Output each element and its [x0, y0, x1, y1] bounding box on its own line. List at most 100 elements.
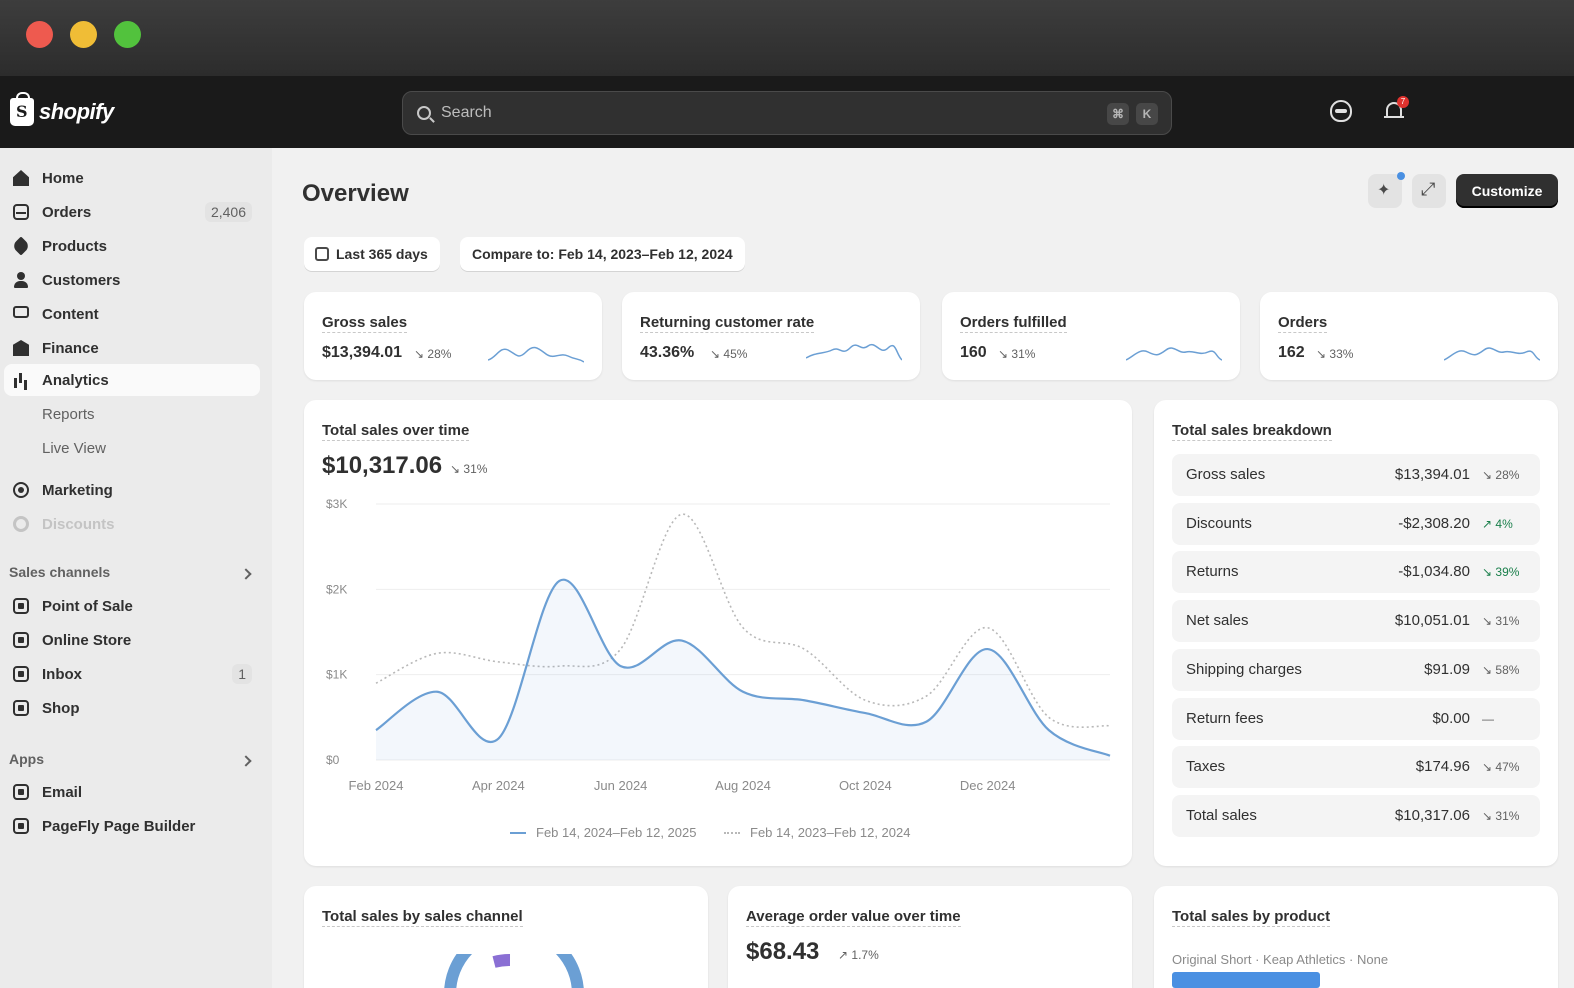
sales-channels-heading: Sales channels [9, 564, 111, 580]
home-icon [13, 170, 29, 186]
target-icon [13, 482, 29, 498]
tag-icon [11, 236, 31, 256]
fullscreen-expand-icon[interactable] [1412, 174, 1446, 208]
shop-icon [13, 700, 29, 716]
breakdown-row[interactable]: Return fees $0.00 — [1172, 697, 1540, 740]
search-placeholder: Search [441, 104, 492, 121]
calendar-icon [315, 247, 329, 261]
sidebar-item-reports[interactable]: Reports [4, 398, 260, 430]
shopify-logo[interactable]: shopify [10, 92, 114, 126]
breakdown-value: -$2,308.20 [1398, 514, 1470, 532]
breakdown-delta: ↗ 4% [1482, 516, 1513, 531]
breakdown-delta: ↘ 58% [1482, 662, 1520, 677]
search-input[interactable]: Search ⌘ K [402, 91, 1172, 135]
sidebar-item-analytics[interactable]: Analytics [4, 364, 260, 396]
legend-swatch-previous [724, 832, 740, 834]
card-title[interactable]: Average order value over time [746, 908, 961, 927]
metric-value: 162 [1278, 344, 1305, 361]
metric-card-orders[interactable]: Orders 162 ↘ 33% [1260, 292, 1558, 380]
sidekick-icon[interactable] [1330, 100, 1352, 122]
card-title[interactable]: Total sales breakdown [1172, 422, 1332, 441]
search-icon [417, 106, 431, 120]
sidekick-sparkle-button[interactable] [1368, 174, 1402, 208]
sparkline [488, 346, 584, 363]
breakdown-value: $10,051.01 [1394, 612, 1470, 630]
sidebar-item-marketing[interactable]: Marketing [4, 474, 260, 506]
card-title[interactable]: Total sales over time [322, 422, 470, 441]
date-range-label: Last 365 days [336, 246, 428, 262]
sidebar-item-label: Live View [42, 439, 106, 457]
apps-chevron-icon[interactable] [240, 755, 252, 767]
window-titlebar [0, 0, 1574, 76]
sidebar-item-shop[interactable]: Shop [4, 692, 260, 724]
x-tick-label: Oct 2024 [839, 778, 892, 793]
metric-card-returning-rate[interactable]: Returning customer rate 43.36% ↘ 45% [622, 292, 920, 380]
date-range-picker[interactable]: Last 365 days [304, 237, 440, 271]
breakdown-row[interactable]: Gross sales $13,394.01 ↘ 28% [1172, 454, 1540, 496]
inbox-icon [13, 666, 29, 682]
product-row-label: Original Short · Keap Athletics · None [1172, 952, 1389, 967]
metric-card-gross-sales[interactable]: Gross sales $13,394.01 ↘ 28% [304, 292, 602, 380]
breakdown-row[interactable]: Returns -$1,034.80 ↘ 39% [1172, 551, 1540, 594]
sales-channels-chevron-icon[interactable] [240, 568, 252, 580]
breakdown-value: -$1,034.80 [1398, 563, 1470, 581]
y-tick-label: $2K [326, 582, 347, 596]
bell-base [1384, 116, 1404, 118]
shortcut-k-key: K [1136, 103, 1158, 125]
metric-card-orders-fulfilled[interactable]: Orders fulfilled 160 ↘ 31% [942, 292, 1240, 380]
breakdown-row[interactable]: Discounts -$2,308.20 ↗ 4% [1172, 502, 1540, 545]
minimize-window-button[interactable] [70, 21, 97, 48]
breakdown-row[interactable]: Taxes $174.96 ↘ 47% [1172, 746, 1540, 789]
sidebar-item-inbox[interactable]: Inbox 1 [4, 658, 260, 690]
email-icon [13, 784, 29, 800]
y-tick-label: $1K [326, 668, 347, 682]
breakdown-label: Net sales [1186, 612, 1249, 630]
breakdown-label: Return fees [1186, 709, 1264, 727]
sidebar-item-orders[interactable]: Orders 2,406 [4, 196, 260, 228]
sidebar-item-label: Shop [42, 699, 80, 717]
x-tick-label: Jun 2024 [594, 778, 648, 793]
shortcut-cmd-key: ⌘ [1107, 103, 1129, 125]
notifications-bell-icon[interactable]: 7 [1384, 96, 1409, 122]
breakdown-label: Taxes [1186, 758, 1226, 776]
sidebar-item-discounts[interactable]: Discounts [4, 508, 260, 540]
top-bar: shopify Search ⌘ K 7 [0, 76, 1574, 148]
breakdown-row[interactable]: Total sales $10,317.06 ↘ 31% [1172, 794, 1540, 837]
sidebar-item-label: PageFly Page Builder [42, 817, 196, 835]
sidebar-item-pagefly[interactable]: PageFly Page Builder [4, 810, 260, 842]
card-title[interactable]: Total sales by sales channel [322, 908, 523, 927]
sales-line-chart: $0 $1K $2K $3K Feb 2024 Apr 2024 Jun 2024 Aug 2… [326, 497, 1111, 793]
breakdown-value: $13,394.01 [1394, 466, 1470, 483]
sidebar-item-customers[interactable]: Customers [4, 264, 260, 296]
sidebar-item-label: Analytics [42, 371, 109, 389]
maximize-window-button[interactable] [114, 21, 141, 48]
sidebar-item-products[interactable]: Products [4, 230, 260, 262]
sparkline [1126, 347, 1222, 361]
breakdown-delta: ↘ 39% [1482, 565, 1520, 580]
metric-title: Orders fulfilled [960, 314, 1067, 333]
chart-icon [13, 372, 29, 388]
breakdown-delta: — [1482, 711, 1494, 726]
breakdown-row[interactable]: Net sales $10,051.01 ↘ 31% [1172, 600, 1540, 643]
x-tick-label: Dec 2024 [960, 778, 1016, 793]
close-window-button[interactable] [26, 21, 53, 48]
bank-icon [13, 340, 29, 356]
sidebar-item-content[interactable]: Content [4, 298, 260, 330]
sidebar-item-home[interactable]: Home [4, 162, 260, 194]
customize-button[interactable]: Customize [1456, 174, 1558, 208]
sidebar-item-online-store[interactable]: Online Store [4, 624, 260, 656]
sidebar-item-email[interactable]: Email [4, 776, 260, 808]
sidebar-item-point-of-sale[interactable]: Point of Sale [4, 590, 260, 622]
sidebar-item-label: Content [42, 305, 99, 323]
sidebar-item-live-view[interactable]: Live View [4, 432, 260, 464]
sales-total-value: $10,317.06 [322, 452, 443, 479]
sidebar-item-label: Orders [42, 203, 92, 221]
sales-by-channel-card: Total sales by sales channel [304, 886, 708, 988]
sidebar-item-finance[interactable]: Finance [4, 332, 260, 364]
sidebar-item-label: Products [42, 237, 108, 255]
breakdown-row[interactable]: Shipping charges $91.09 ↘ 58% [1172, 648, 1540, 691]
compare-picker[interactable]: Compare to: Feb 14, 2023–Feb 12, 2024 [460, 237, 745, 271]
card-title[interactable]: Total sales by product [1172, 908, 1331, 927]
metric-value: 43.36% [640, 344, 695, 361]
sidebar-item-label: Home [42, 169, 84, 187]
